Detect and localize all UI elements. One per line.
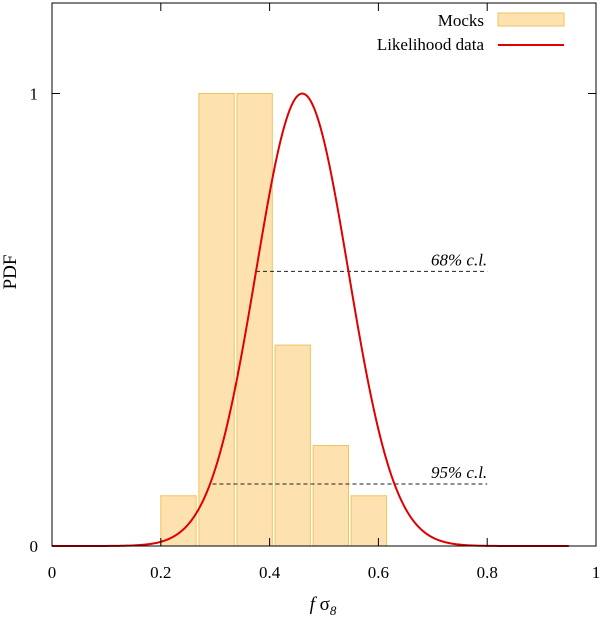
axis-ticks: 0 0.2 0.4 0.6 0.8 1 0 1 <box>30 3 600 582</box>
x-tick-label-1: 0.2 <box>150 563 171 582</box>
legend-swatch-mocks <box>497 12 565 27</box>
confidence-label-2: 95% c.l. <box>431 463 487 482</box>
x-label-sigma: σ <box>320 594 330 615</box>
x-tick-label-5: 1 <box>592 563 600 582</box>
x-tick-label-4: 0.8 <box>477 563 498 582</box>
legend-label-mocks: Mocks <box>438 11 484 30</box>
x-tick-label-2: 0.4 <box>259 563 281 582</box>
y-tick-label-0: 0 <box>30 537 39 556</box>
confidence-lines <box>212 270 488 485</box>
x-tick-label-3: 0.6 <box>368 563 389 582</box>
histogram-bars <box>160 93 388 547</box>
x-tick-label-0: 0 <box>48 563 57 582</box>
confidence-labels: 68% c.l. 95% c.l. <box>431 250 487 482</box>
histogram-bar-6 <box>350 495 388 547</box>
histogram-bar-5 <box>312 445 349 547</box>
x-axis-label: f σ8 <box>310 594 337 618</box>
y-tick-label-1: 1 <box>30 85 39 104</box>
x-label-f: f <box>310 594 318 615</box>
legend-label-likelihood: Likelihood data <box>377 35 485 54</box>
confidence-label-1: 68% c.l. <box>431 250 487 269</box>
legend: Mocks Likelihood data <box>377 11 565 54</box>
histogram-bar-2 <box>198 93 235 547</box>
histogram-bar-4 <box>274 344 311 547</box>
plot-frame <box>51 2 597 547</box>
histogram-bar-3 <box>236 93 273 547</box>
x-label-subscript: 8 <box>330 603 337 618</box>
y-axis-label: PDF <box>0 255 21 290</box>
